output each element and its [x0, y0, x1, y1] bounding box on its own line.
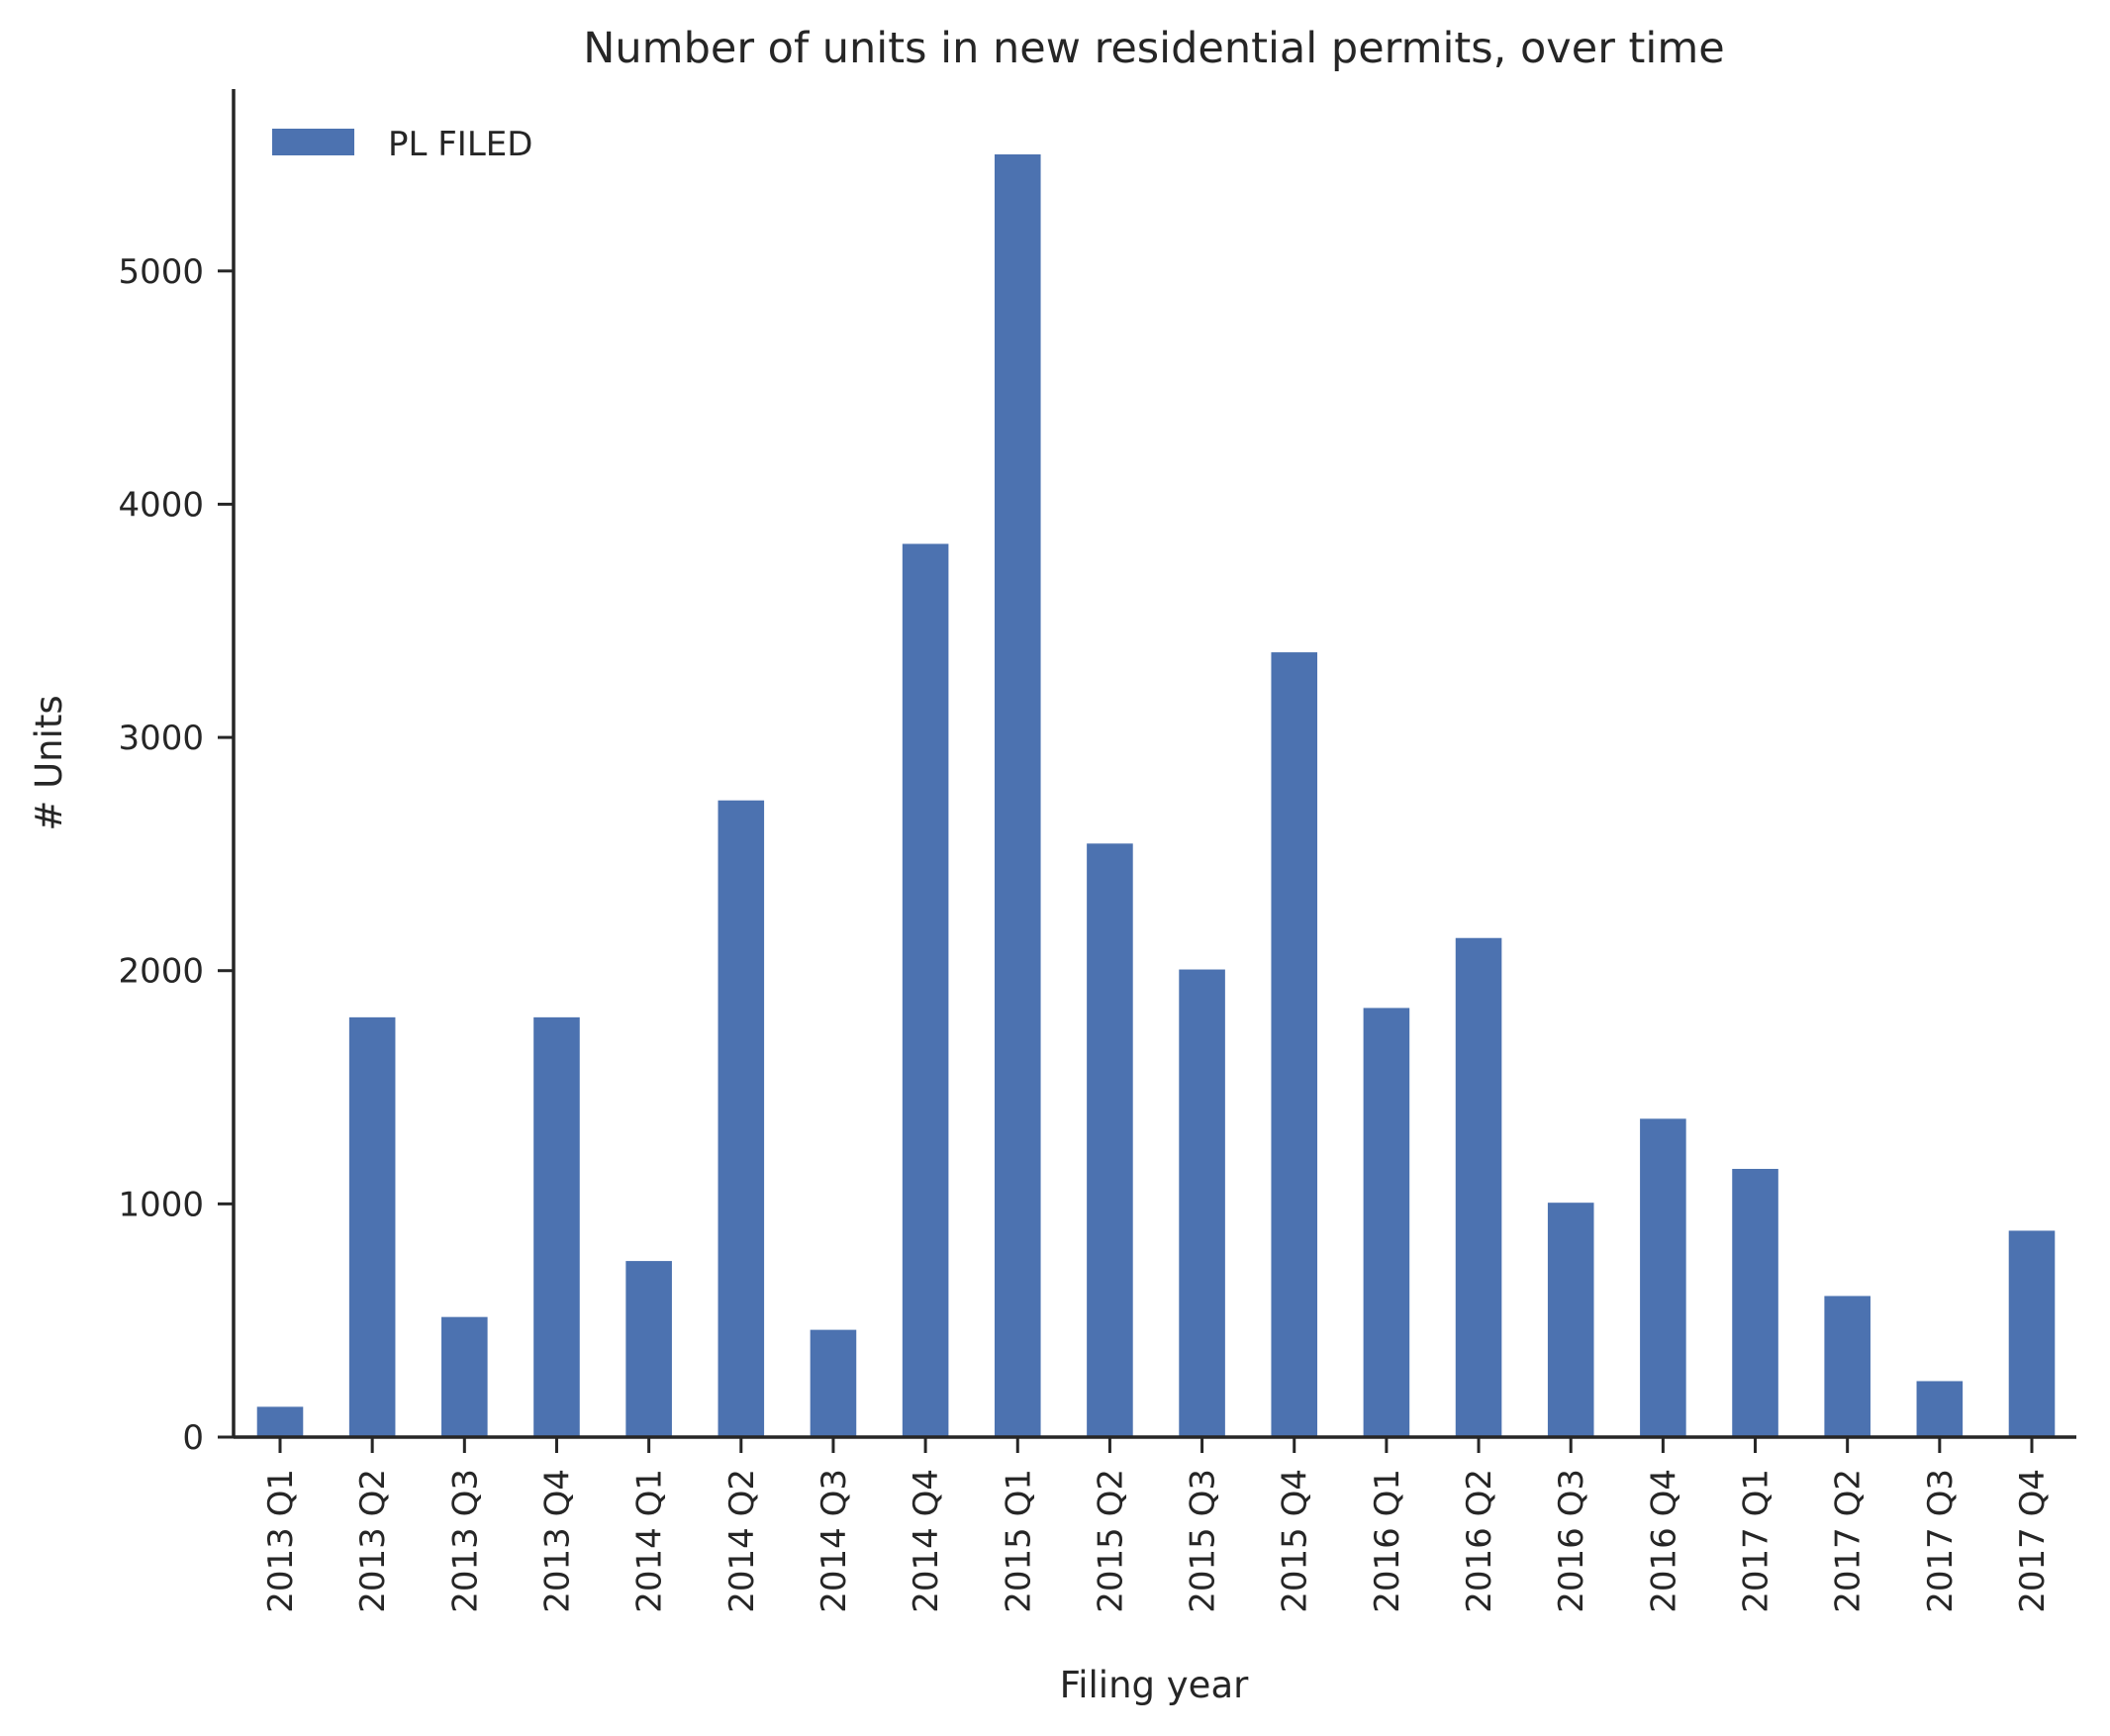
- y-tick-label: 4000: [118, 485, 204, 525]
- x-tick-label: 2017 Q3: [1921, 1469, 1961, 1613]
- x-tick-label: 2013 Q4: [537, 1469, 577, 1613]
- x-tick-label: 2014 Q3: [815, 1469, 854, 1613]
- bar-2015-q4: [1271, 652, 1318, 1437]
- x-tick-label: 2014 Q1: [630, 1469, 670, 1613]
- y-axis-label: # Units: [28, 695, 70, 830]
- x-tick-label: 2014 Q2: [722, 1469, 762, 1613]
- bar-2016-q1: [1363, 1008, 1410, 1437]
- x-tick-label: 2017 Q1: [1737, 1469, 1776, 1613]
- bar-2017-q3: [1916, 1381, 1964, 1437]
- y-tick-label: 0: [182, 1418, 204, 1458]
- bars-group: [256, 153, 2056, 1438]
- x-tick-label: 2016 Q3: [1552, 1469, 1591, 1613]
- x-ticks: 2013 Q1 2013 Q2 2013 Q3 2013 Q4 2014 Q1 2014 …: [261, 1437, 2053, 1613]
- bar-2014-q2: [718, 800, 765, 1437]
- x-tick-label: 2015 Q4: [1276, 1469, 1315, 1613]
- y-tick-label: 2000: [118, 952, 204, 992]
- bar-2013-q1: [256, 1406, 304, 1437]
- bar-2015-q1: [994, 153, 1041, 1438]
- chart-title: Number of units in new residential permi…: [583, 24, 1724, 73]
- bar-2016-q4: [1640, 1118, 1686, 1437]
- bar-2014-q1: [625, 1261, 672, 1437]
- legend-swatch: [272, 129, 354, 155]
- bar-2015-q2: [1087, 843, 1133, 1437]
- legend-label: PL FILED: [388, 125, 532, 164]
- x-tick-label: 2013 Q1: [261, 1469, 301, 1613]
- bar-2016-q3: [1547, 1203, 1594, 1437]
- bar-2014-q4: [902, 543, 949, 1437]
- y-tick-label: 3000: [118, 719, 204, 758]
- bar-2016-q2: [1455, 937, 1502, 1437]
- x-tick-label: 2015 Q2: [1091, 1469, 1130, 1613]
- x-tick-label: 2016 Q1: [1368, 1469, 1407, 1613]
- x-tick-label: 2013 Q2: [353, 1469, 393, 1613]
- x-tick-label: 2015 Q3: [1184, 1469, 1223, 1613]
- x-tick-label: 2017 Q4: [2013, 1469, 2053, 1613]
- x-axis-label: Filing year: [1060, 1664, 1249, 1706]
- y-tick-label: 5000: [118, 252, 204, 292]
- x-tick-label: 2015 Q1: [999, 1469, 1038, 1613]
- x-tick-label: 2016 Q2: [1460, 1469, 1499, 1613]
- bar-2013-q2: [348, 1016, 396, 1437]
- bar-2014-q3: [810, 1329, 857, 1437]
- bar-2017-q4: [2008, 1230, 2056, 1437]
- bar-2017-q1: [1732, 1169, 1778, 1437]
- x-tick-label: 2013 Q3: [445, 1469, 485, 1613]
- bar-2013-q3: [441, 1316, 488, 1437]
- bar-2017-q2: [1824, 1296, 1870, 1437]
- y-tick-label: 1000: [118, 1185, 204, 1224]
- x-tick-label: 2017 Q2: [1829, 1469, 1869, 1613]
- bar-2013-q4: [533, 1016, 580, 1437]
- legend: PL FILED: [272, 125, 532, 164]
- x-tick-label: 2016 Q4: [1644, 1469, 1683, 1613]
- y-ticks: 0 1000 2000 3000 4000 5000: [118, 252, 234, 1458]
- bar-2015-q3: [1179, 969, 1225, 1437]
- x-tick-label: 2014 Q4: [907, 1469, 946, 1613]
